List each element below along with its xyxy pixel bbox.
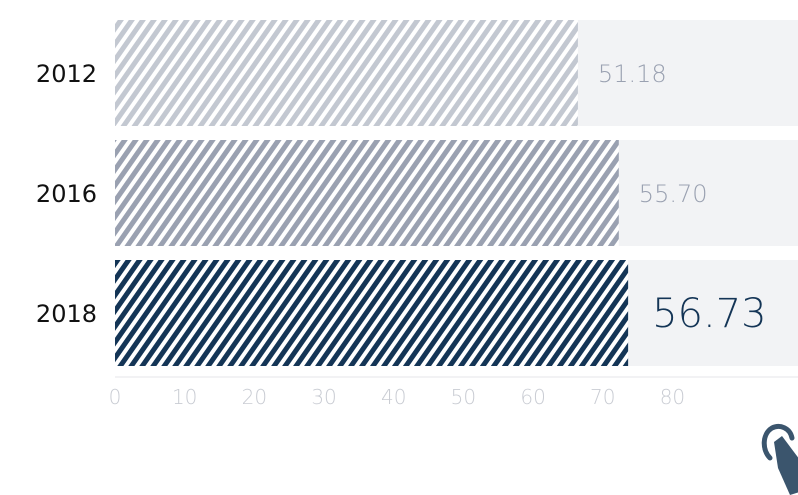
x-tick-label-30: 30: [311, 385, 336, 409]
x-axis-ticks: 0 10 20 30 40 50 60 70 80: [109, 385, 686, 409]
x-tick-label-10: 10: [172, 385, 197, 409]
value-label-2012: 51.18: [598, 60, 667, 88]
x-tick-label-20: 20: [242, 385, 267, 409]
category-label-2018: 2018: [36, 300, 97, 328]
x-tick-label-60: 60: [520, 385, 545, 409]
pointer-hand-finger: [761, 423, 795, 461]
x-tick-label-70: 70: [590, 385, 615, 409]
value-label-2018: 56.73: [652, 291, 767, 337]
x-tick-label-80: 80: [660, 385, 685, 409]
x-tick-label-50: 50: [451, 385, 476, 409]
x-tick-label-0: 0: [109, 385, 122, 409]
pointer-hand-body: [774, 436, 798, 495]
bar-2018[interactable]: [115, 260, 629, 366]
bars: [115, 20, 629, 366]
category-labels: 2012 2016 2018: [36, 60, 97, 328]
x-tick-label-40: 40: [381, 385, 406, 409]
x-axis: 0 10 20 30 40 50 60 70 80: [109, 376, 798, 409]
bar-2012[interactable]: [115, 20, 578, 126]
bar-2016[interactable]: [115, 140, 619, 246]
pointer-hand-icon[interactable]: [761, 423, 798, 495]
value-labels: 51.18 55.70 56.73: [598, 60, 767, 337]
category-label-2012: 2012: [36, 60, 97, 88]
value-label-2016: 55.70: [639, 180, 708, 208]
category-label-2016: 2016: [36, 180, 97, 208]
